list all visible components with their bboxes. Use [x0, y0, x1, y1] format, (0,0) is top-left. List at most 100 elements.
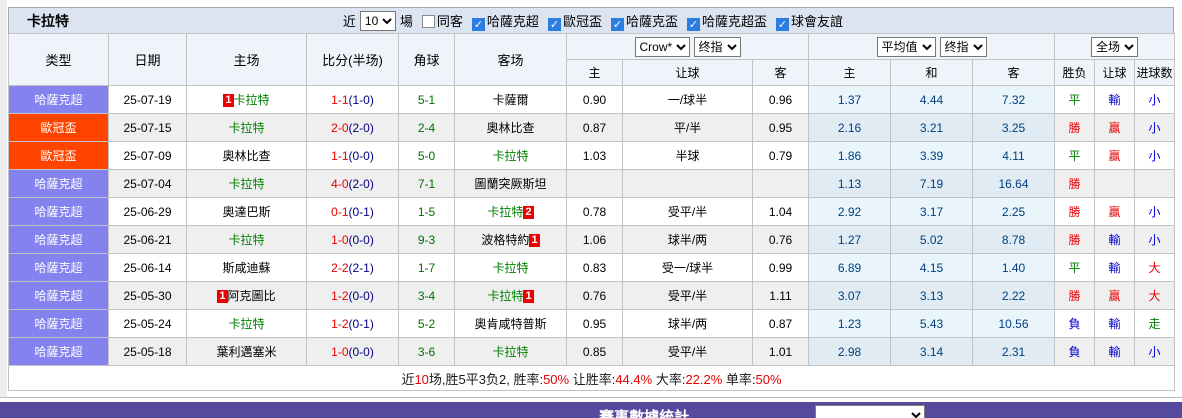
- home-team-name[interactable]: 卡拉特: [228, 233, 265, 247]
- filter-checkbox[interactable]: [421, 15, 435, 28]
- average-index-select[interactable]: 终指: [939, 36, 987, 57]
- filter-label: 球會友誼: [790, 14, 843, 29]
- avg-draw: 3.39: [890, 141, 973, 170]
- avg-home: 6.89: [808, 253, 891, 282]
- result-handicap-text: 輸: [1108, 233, 1121, 247]
- home-team-cell: 1 卡拉特: [186, 85, 307, 114]
- league-badge: 歐冠盃: [9, 142, 108, 169]
- result-outcome: 勝: [1054, 197, 1096, 226]
- header-corner: 角球: [398, 33, 455, 86]
- odds-home: 0.90: [566, 85, 623, 114]
- away-team-name[interactable]: 卡拉特: [487, 289, 524, 303]
- score-cell: 1-0(0-0): [306, 225, 399, 254]
- odds-handicap: 球半/两: [622, 225, 753, 254]
- odds-home: [566, 169, 623, 198]
- odds-handicap: 一/球半: [622, 85, 753, 114]
- odds-handicap: 球半/两: [622, 309, 753, 338]
- result-handicap: 輸: [1094, 225, 1136, 254]
- away-team-name[interactable]: 奧肯咸特普斯: [474, 317, 547, 331]
- match-count-select[interactable]: 10: [359, 10, 396, 31]
- result-handicap: 贏: [1094, 141, 1136, 170]
- away-team-name[interactable]: 圖蘭突厥斯坦: [474, 177, 547, 191]
- home-team-name[interactable]: 卡拉特: [228, 121, 265, 135]
- avg-draw: 3.13: [890, 281, 973, 310]
- home-team-name[interactable]: 卡拉特: [228, 177, 265, 191]
- match-date: 25-06-14: [108, 253, 187, 282]
- summary-segment: 44.4%: [615, 371, 653, 387]
- odds-away: 0.95: [752, 113, 809, 142]
- home-team-name[interactable]: 卡拉特: [233, 93, 270, 107]
- away-team-name[interactable]: 卡拉特: [492, 345, 529, 359]
- home-team-cell: 卡拉特: [186, 225, 307, 254]
- result-goals-text: 小: [1148, 233, 1161, 247]
- sub-header-handicap-result: 让球: [1094, 59, 1136, 86]
- odds-home: 0.76: [566, 281, 623, 310]
- filter-checkbox[interactable]: ✓: [610, 18, 624, 31]
- home-team-name[interactable]: 奧林比查: [222, 149, 271, 163]
- home-team-name[interactable]: 阿克圖比: [227, 289, 276, 303]
- avg-away: 3.25: [971, 113, 1056, 142]
- away-team-name[interactable]: 卡拉特: [492, 261, 529, 275]
- result-goals-text: 小: [1148, 121, 1161, 135]
- away-team-cell: 卡拉特 2: [454, 197, 567, 226]
- home-team-name[interactable]: 奧達巴斯: [222, 205, 271, 219]
- league-badge: 哈薩克超: [9, 338, 108, 365]
- home-team-cell: 1 阿克圖比: [186, 281, 307, 310]
- sub-header-odds-home: 主: [566, 59, 623, 86]
- result-outcome: 負: [1054, 337, 1096, 366]
- result-goals: 小: [1134, 85, 1176, 114]
- match-date: 25-05-30: [108, 281, 187, 310]
- away-team-name[interactable]: 卡薩爾: [492, 93, 529, 107]
- home-team-name[interactable]: 卡拉特: [228, 317, 265, 331]
- league-badge: 哈薩克超: [9, 282, 108, 309]
- average-select[interactable]: 平均值: [876, 36, 936, 57]
- filter-checkbox[interactable]: ✓: [686, 18, 700, 31]
- away-team-name[interactable]: 卡拉特: [487, 205, 524, 219]
- league-type-cell: 哈薩克超: [8, 253, 109, 282]
- home-team-cell: 卡拉特: [186, 309, 307, 338]
- result-outcome: 平: [1054, 253, 1096, 282]
- odds-away: 1.01: [752, 337, 809, 366]
- filter-checkbox[interactable]: ✓: [471, 18, 485, 31]
- result-goals-text: 小: [1148, 345, 1161, 359]
- result-handicap-text: 贏: [1108, 205, 1121, 219]
- corner-score: 9-3: [398, 225, 455, 254]
- bottom-section-select[interactable]: [815, 405, 925, 418]
- filter-label: 同客: [436, 14, 463, 29]
- home-team-name[interactable]: 斯咸迪蘇: [222, 261, 271, 275]
- full-time-score: 1-1: [331, 92, 349, 107]
- avg-away: 1.40: [971, 253, 1056, 282]
- full-time-score: 2-2: [331, 260, 349, 275]
- league-type-cell: 哈薩克超: [8, 337, 109, 366]
- avg-home: 2.16: [808, 113, 891, 142]
- avg-away: 2.25: [971, 197, 1056, 226]
- full-time-score: 2-0: [331, 120, 349, 135]
- home-team-name[interactable]: 葉利邁塞米: [216, 345, 277, 359]
- avg-home: 1.27: [808, 225, 891, 254]
- result-goals: 小: [1134, 141, 1176, 170]
- bottom-section-title: 賽事數據統計: [599, 409, 690, 418]
- result-scope-select[interactable]: 全场: [1091, 36, 1139, 57]
- match-row: 哈薩克超 25-05-24 卡拉特 1-2(0-1) 5-2 奧肯咸特普斯 0.95 球半/两…: [8, 309, 1176, 338]
- result-handicap: [1094, 169, 1136, 198]
- header-score: 比分(半场): [306, 33, 399, 86]
- filter-label: 哈薩克超: [486, 14, 539, 29]
- league-type-cell: 哈薩克超: [8, 225, 109, 254]
- corner-score: 3-6: [398, 337, 455, 366]
- away-team-name[interactable]: 奧林比查: [486, 121, 535, 135]
- result-outcome-text: 負: [1068, 345, 1081, 359]
- league-type-cell: 哈薩克超: [8, 197, 109, 226]
- odds-company-select[interactable]: Crow*: [634, 36, 690, 57]
- filter-checkbox[interactable]: ✓: [547, 18, 561, 31]
- away-team-name[interactable]: 波格特約: [481, 233, 530, 247]
- sub-header-avg-draw: 和: [890, 59, 973, 86]
- odds-company-index-select[interactable]: 终指: [693, 36, 741, 57]
- match-date: 25-07-19: [108, 85, 187, 114]
- corner-score: 7-1: [398, 169, 455, 198]
- filter-checkbox[interactable]: ✓: [775, 18, 789, 31]
- sub-header-outcome: 胜负: [1054, 59, 1096, 86]
- away-team-name[interactable]: 卡拉特: [492, 149, 529, 163]
- odds-home: 0.95: [566, 309, 623, 338]
- odds-away: 1.11: [752, 281, 809, 310]
- avg-away: 4.11: [971, 141, 1056, 170]
